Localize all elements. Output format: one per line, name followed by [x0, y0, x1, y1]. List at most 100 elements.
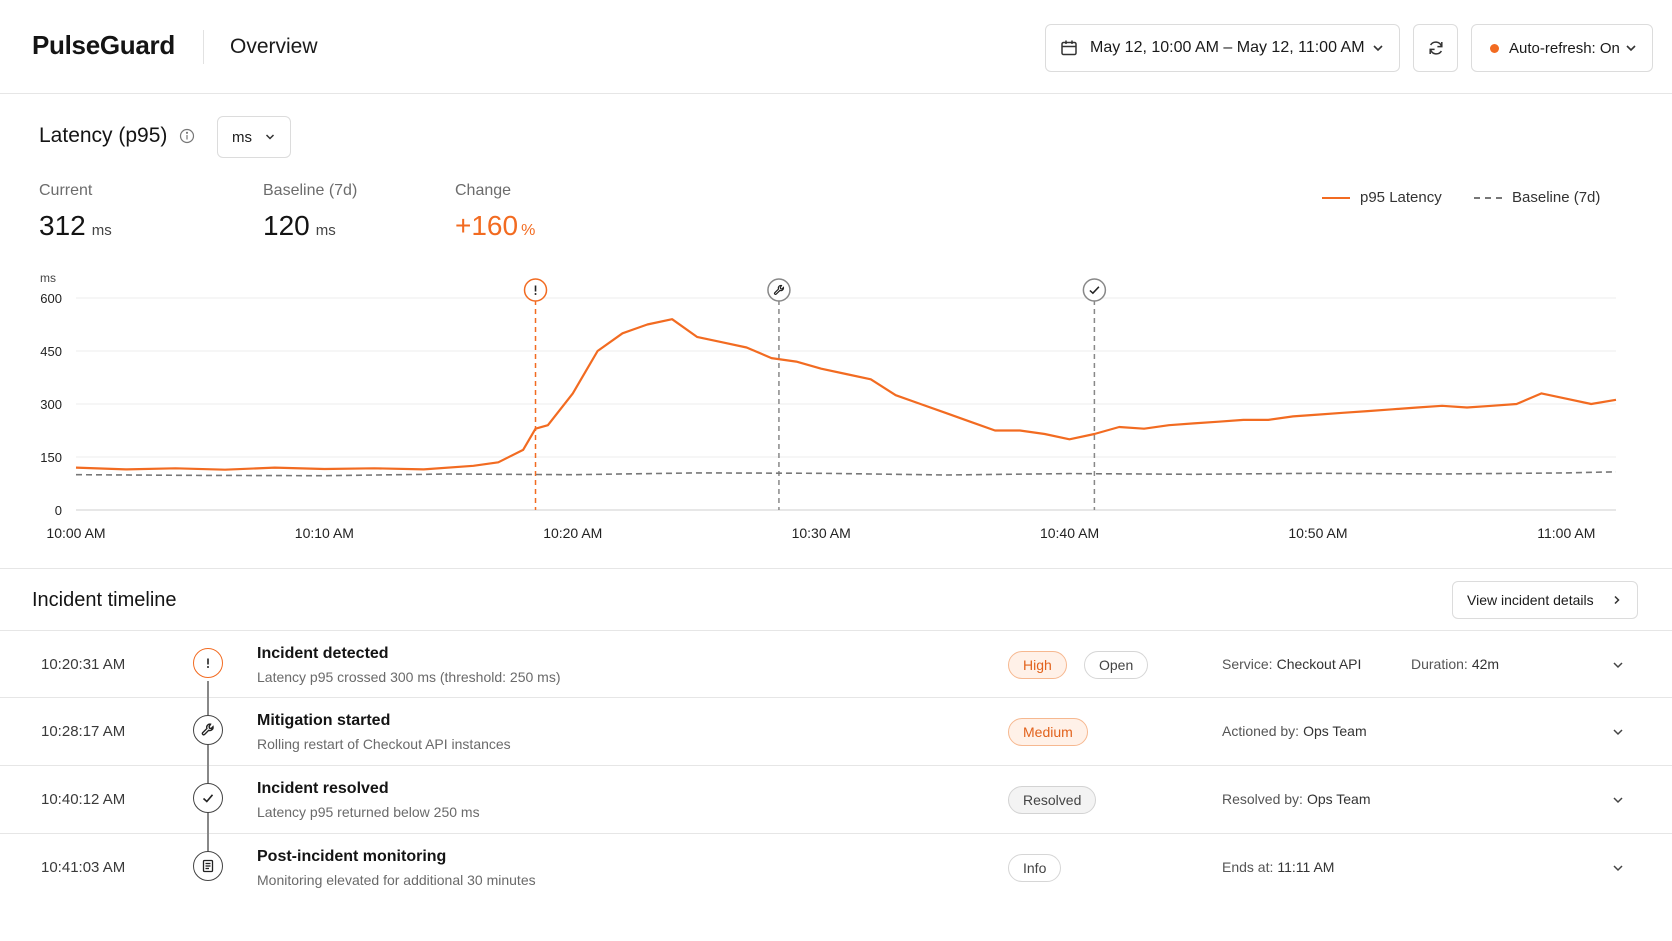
timeline-row[interactable]: 10:41:03 AM Post-incident monitoring Mon… — [0, 833, 1672, 901]
stat-label: Baseline (7d) — [263, 182, 358, 199]
timeline-row[interactable]: 10:28:17 AM Mitigation started Rolling r… — [0, 697, 1672, 765]
timeline-title: Incident timeline — [32, 589, 177, 611]
event-icon — [193, 851, 223, 881]
view-incident-details-button[interactable]: View incident details — [1452, 581, 1638, 619]
event-description: Rolling restart of Checkout API instance… — [257, 736, 511, 752]
wrench-icon — [201, 723, 214, 736]
meta-label: Service: — [1222, 656, 1273, 672]
chevron-down-icon[interactable] — [1611, 793, 1625, 807]
stat-value: 120 — [263, 210, 310, 241]
y-tick-label: 450 — [40, 344, 62, 359]
meta-value: Ops Team — [1303, 723, 1367, 739]
x-tick-label: 10:40 AM — [1040, 525, 1099, 541]
unit-select[interactable]: ms — [217, 116, 291, 158]
chevron-down-icon[interactable] — [1611, 658, 1625, 672]
alert-icon — [207, 658, 209, 668]
x-tick-label: 10:00 AM — [46, 525, 105, 541]
legend-swatch-p95 — [1322, 196, 1350, 199]
y-tick-label: 600 — [40, 291, 62, 306]
info-icon[interactable] — [179, 128, 195, 144]
refresh-icon — [1428, 41, 1443, 55]
event-title: Post-incident monitoring — [257, 848, 447, 865]
severity-badge: Medium — [1008, 718, 1088, 746]
event-icon — [193, 648, 223, 678]
meta-label: Resolved by: — [1222, 791, 1303, 807]
wrench-icon — [773, 284, 785, 295]
legend-swatch-baseline — [1474, 196, 1502, 199]
timeline-row[interactable]: 10:40:12 AM Incident resolved Latency p9… — [0, 765, 1672, 833]
legend-label-p95: p95 Latency — [1360, 189, 1442, 206]
stat-label: Current — [39, 182, 93, 199]
event-marker — [1082, 278, 1107, 302]
y-tick-label: 150 — [40, 450, 62, 465]
stat-value: 312 — [39, 210, 86, 241]
brand-logo: PulseGuard — [32, 30, 175, 60]
severity-badge: Info — [1008, 854, 1062, 882]
series-line-p95-latency — [75, 318, 1617, 471]
section-divider — [0, 568, 1672, 569]
check-icon — [202, 794, 214, 803]
auto-refresh-toggle[interactable]: Auto-refresh: On — [1471, 24, 1653, 72]
status-badge: Resolved — [1008, 786, 1097, 814]
view-incident-details-label: View incident details — [1467, 592, 1594, 608]
timeline-connector — [207, 681, 209, 868]
x-tick-label: 10:20 AM — [543, 525, 602, 541]
event-title: Mitigation started — [257, 712, 391, 729]
chevron-down-icon[interactable] — [1611, 725, 1625, 739]
chevron-down-icon[interactable] — [1611, 861, 1625, 875]
unit-select-value: ms — [232, 128, 252, 146]
auto-refresh-label: Auto-refresh: On — [1509, 39, 1620, 57]
date-range-picker[interactable]: May 12, 10:00 AM – May 12, 11:00 AM — [1045, 24, 1400, 72]
meta-label: Duration: — [1411, 656, 1468, 672]
latency-title: Latency (p95) — [39, 124, 168, 147]
severity-badge: High — [1008, 651, 1067, 679]
event-meta-actioned-by: Actioned by: Ops Team — [1222, 723, 1367, 739]
chevron-down-icon — [1626, 45, 1636, 52]
stat-unit: % — [521, 222, 536, 239]
document-icon — [202, 859, 214, 873]
legend-baseline: Baseline (7d) — [1474, 189, 1600, 206]
status-badge: Open — [1084, 651, 1149, 679]
alert-icon — [534, 285, 537, 295]
meta-label: Ends at: — [1222, 859, 1274, 875]
refresh-button[interactable] — [1413, 24, 1458, 72]
stat-unit: ms — [315, 222, 336, 239]
y-tick-label: 300 — [40, 397, 62, 412]
x-tick-label: 10:30 AM — [792, 525, 851, 541]
event-icon — [193, 715, 223, 745]
event-meta-ends-at: Ends at: 11:11 AM — [1222, 859, 1334, 875]
event-description: Monitoring elevated for additional 30 mi… — [257, 872, 536, 888]
x-tick-label: 10:10 AM — [295, 525, 354, 541]
event-description: Latency p95 returned below 250 ms — [257, 804, 480, 820]
page-title: Overview — [230, 35, 318, 58]
event-time: 10:41:03 AM — [41, 859, 126, 876]
chevron-down-icon — [1373, 45, 1383, 52]
header-divider — [203, 30, 204, 64]
chevron-right-icon — [1614, 595, 1620, 605]
event-time: 10:40:12 AM — [41, 791, 126, 808]
event-title: Incident detected — [257, 645, 389, 662]
event-meta-duration: Duration: 42m — [1411, 656, 1499, 672]
y-axis-unit-label: ms — [40, 271, 56, 285]
event-time: 10:28:17 AM — [41, 723, 126, 740]
calendar-icon — [1061, 40, 1077, 56]
event-icon — [193, 783, 223, 813]
status-dot — [1490, 43, 1499, 53]
stat-unit: ms — [91, 222, 112, 239]
meta-value: Ops Team — [1306, 791, 1371, 807]
meta-value: 42m — [1471, 656, 1500, 672]
latency-chart: ms 600 450 300 150 0 10:00 AM 10:10 AM 10:20 AM 1… — [40, 271, 1617, 541]
x-tick-label: 11:00 AM — [1537, 525, 1595, 541]
chevron-down-icon — [265, 134, 275, 140]
check-icon — [1089, 286, 1100, 295]
event-description: Latency p95 crossed 300 ms (threshold: 2… — [257, 669, 561, 685]
event-title: Incident resolved — [257, 780, 389, 797]
top-header: PulseGuard Overview May 12, 10:00 AM – M… — [0, 0, 1672, 94]
timeline-row[interactable]: 10:20:31 AM Incident detected Latency p9… — [0, 630, 1672, 698]
series-line-baseline — [75, 471, 1617, 477]
event-marker — [767, 278, 791, 302]
event-meta-service: Service: Checkout API — [1222, 656, 1361, 672]
meta-value: Checkout API — [1276, 656, 1362, 672]
meta-label: Actioned by: — [1222, 723, 1300, 739]
stat-value: +160 — [455, 210, 519, 241]
